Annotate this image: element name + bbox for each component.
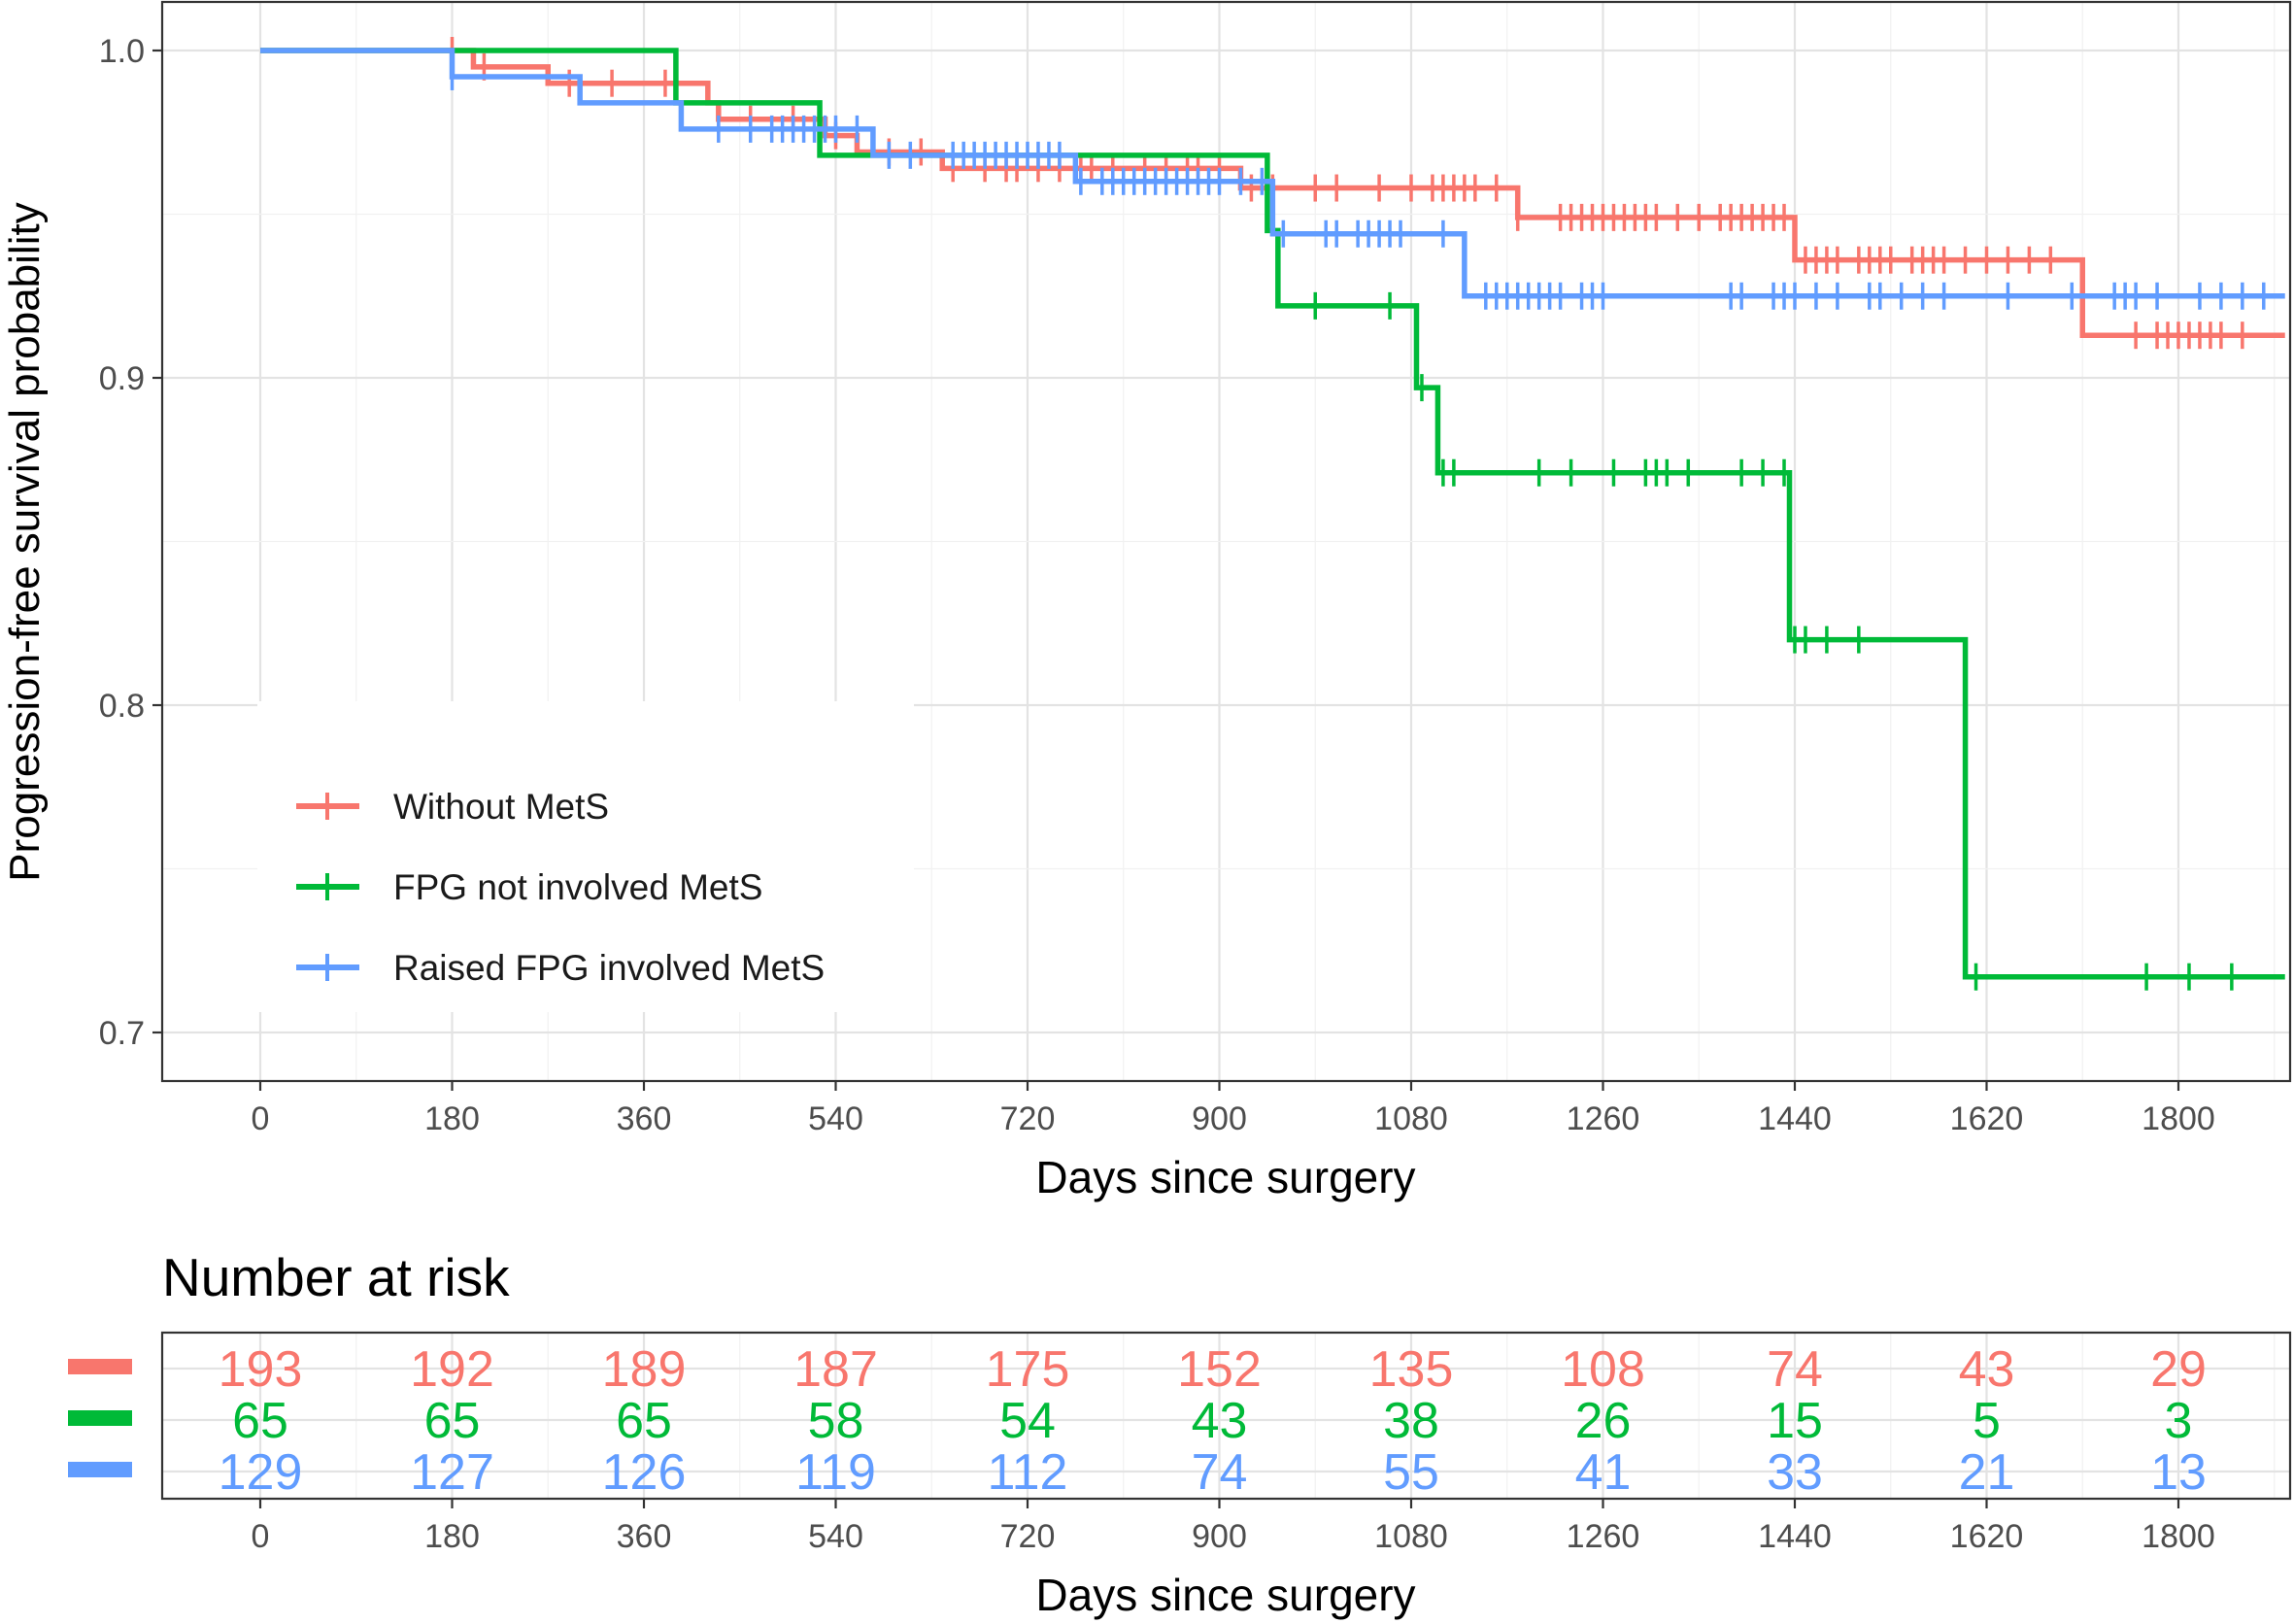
x-tick-label: 1440 xyxy=(1758,1100,1832,1137)
risk-value: 38 xyxy=(1383,1393,1439,1449)
risk-value: 65 xyxy=(232,1393,288,1449)
y-tick-label: 1.0 xyxy=(99,33,145,70)
risk-value: 15 xyxy=(1767,1393,1823,1449)
risk-value: 41 xyxy=(1575,1444,1632,1501)
risk-value: 5 xyxy=(1973,1393,2001,1449)
risk-x-tick-label: 1260 xyxy=(1567,1518,1640,1555)
legend-label-without-mets: Without MetS xyxy=(393,787,609,827)
risk-table-row-keys xyxy=(68,1359,132,1477)
plot-gridlines xyxy=(162,2,2290,1081)
risk-value: 43 xyxy=(1192,1393,1248,1449)
risk-x-tick-label: 540 xyxy=(808,1518,863,1555)
risk-x-tick-label: 360 xyxy=(617,1518,672,1555)
legend-label-raised-fpg-involved-mets: Raised FPG involved MetS xyxy=(393,948,825,988)
survival-curves xyxy=(260,37,2285,991)
risk-value: 126 xyxy=(602,1444,687,1501)
y-axis: 0.7 0.8 0.9 1.0 xyxy=(99,33,162,1052)
y-tick-label: 0.7 xyxy=(99,1015,145,1052)
x-axis: 0 180 360 540 720 900 1080 1260 1440 1620 1800 xyxy=(252,1081,2215,1137)
legend-label-fpg-not-involved-mets: FPG not involved MetS xyxy=(393,867,762,907)
x-axis-label: Days since surgery xyxy=(1035,1152,1415,1202)
y-tick-label: 0.9 xyxy=(99,360,145,397)
risk-x-tick-label: 720 xyxy=(1000,1518,1056,1555)
risk-value: 58 xyxy=(808,1393,864,1449)
survival-plot: 0.7 0.8 0.9 1.0 0 180 360 540 720 900 1080 1260 144… xyxy=(1,0,2292,1202)
risk-x-tick-label: 180 xyxy=(424,1518,480,1555)
x-tick-label: 1800 xyxy=(2142,1100,2215,1137)
risk-row-key-fpg-not-involved-mets xyxy=(68,1410,132,1426)
risk-value: 74 xyxy=(1192,1444,1248,1501)
x-tick-label: 1260 xyxy=(1567,1100,1640,1137)
risk-value: 189 xyxy=(602,1341,687,1398)
risk-x-tick-label: 1440 xyxy=(1758,1518,1832,1555)
risk-table-title: Number at risk xyxy=(162,1247,510,1307)
x-tick-label: 0 xyxy=(252,1100,270,1137)
risk-value: 187 xyxy=(793,1341,878,1398)
risk-row-key-raised-fpg-involved-mets xyxy=(68,1462,132,1477)
risk-value: 55 xyxy=(1383,1444,1439,1501)
risk-value: 33 xyxy=(1767,1444,1823,1501)
legend: Without MetS FPG not involved MetS Raise… xyxy=(257,701,914,1012)
series-3 xyxy=(260,48,2285,310)
risk-value: 112 xyxy=(988,1444,1068,1501)
risk-table-gridlines xyxy=(162,1333,2290,1499)
risk-value: 21 xyxy=(1959,1444,2015,1501)
x-tick-label: 900 xyxy=(1192,1100,1247,1137)
risk-value: 127 xyxy=(410,1444,494,1501)
x-tick-label: 180 xyxy=(424,1100,480,1137)
risk-value: 65 xyxy=(616,1393,672,1449)
risk-row-key-without-mets xyxy=(68,1359,132,1374)
legend-background xyxy=(257,701,914,1012)
x-tick-label: 540 xyxy=(808,1100,863,1137)
risk-value: 43 xyxy=(1959,1341,2015,1398)
risk-value: 26 xyxy=(1575,1393,1632,1449)
x-tick-label: 1080 xyxy=(1374,1100,1448,1137)
risk-x-tick-label: 1080 xyxy=(1374,1518,1448,1555)
x-tick-label: 720 xyxy=(1000,1100,1056,1137)
risk-value: 74 xyxy=(1767,1341,1823,1398)
survival-curve-line xyxy=(260,48,2285,338)
y-axis-label: Progression-free survival probability xyxy=(1,202,49,881)
risk-x-tick-label: 1800 xyxy=(2142,1518,2215,1555)
risk-table-x-axis-label: Days since surgery xyxy=(1035,1570,1415,1620)
risk-value: 129 xyxy=(219,1444,303,1501)
survival-curve-line xyxy=(260,48,2285,980)
risk-x-tick-label: 900 xyxy=(1192,1518,1247,1555)
risk-value: 135 xyxy=(1369,1341,1454,1398)
risk-value: 13 xyxy=(2150,1444,2207,1501)
legend-item-fpg-not-involved-mets: FPG not involved MetS xyxy=(296,867,762,907)
risk-table: Number at risk 193 192 189 187 175 152 135 108 7… xyxy=(68,1247,2292,1620)
risk-table-x-axis: 0 180 360 540 720 900 1080 1260 1440 1620 1800 xyxy=(252,1499,2215,1555)
risk-value: 119 xyxy=(795,1444,876,1501)
risk-value: 29 xyxy=(2150,1341,2207,1398)
y-tick-label: 0.8 xyxy=(99,688,145,725)
plot-panel-border xyxy=(160,0,2292,1083)
risk-value: 108 xyxy=(1561,1341,1645,1398)
risk-x-tick-label: 0 xyxy=(252,1518,270,1555)
series-2 xyxy=(260,48,2285,991)
risk-value: 3 xyxy=(2165,1393,2193,1449)
legend-item-without-mets: Without MetS xyxy=(296,787,609,827)
risk-value: 175 xyxy=(986,1341,1070,1398)
x-tick-label: 360 xyxy=(617,1100,672,1137)
legend-item-raised-fpg-involved-mets: Raised FPG involved MetS xyxy=(296,948,825,988)
risk-x-tick-label: 1620 xyxy=(1950,1518,2024,1555)
risk-value: 192 xyxy=(410,1341,494,1398)
risk-value: 152 xyxy=(1177,1341,1262,1398)
x-tick-label: 1620 xyxy=(1950,1100,2024,1137)
risk-value: 65 xyxy=(424,1393,481,1449)
risk-table-border xyxy=(160,1331,2292,1501)
risk-value: 54 xyxy=(999,1393,1056,1449)
risk-value: 193 xyxy=(219,1341,303,1398)
